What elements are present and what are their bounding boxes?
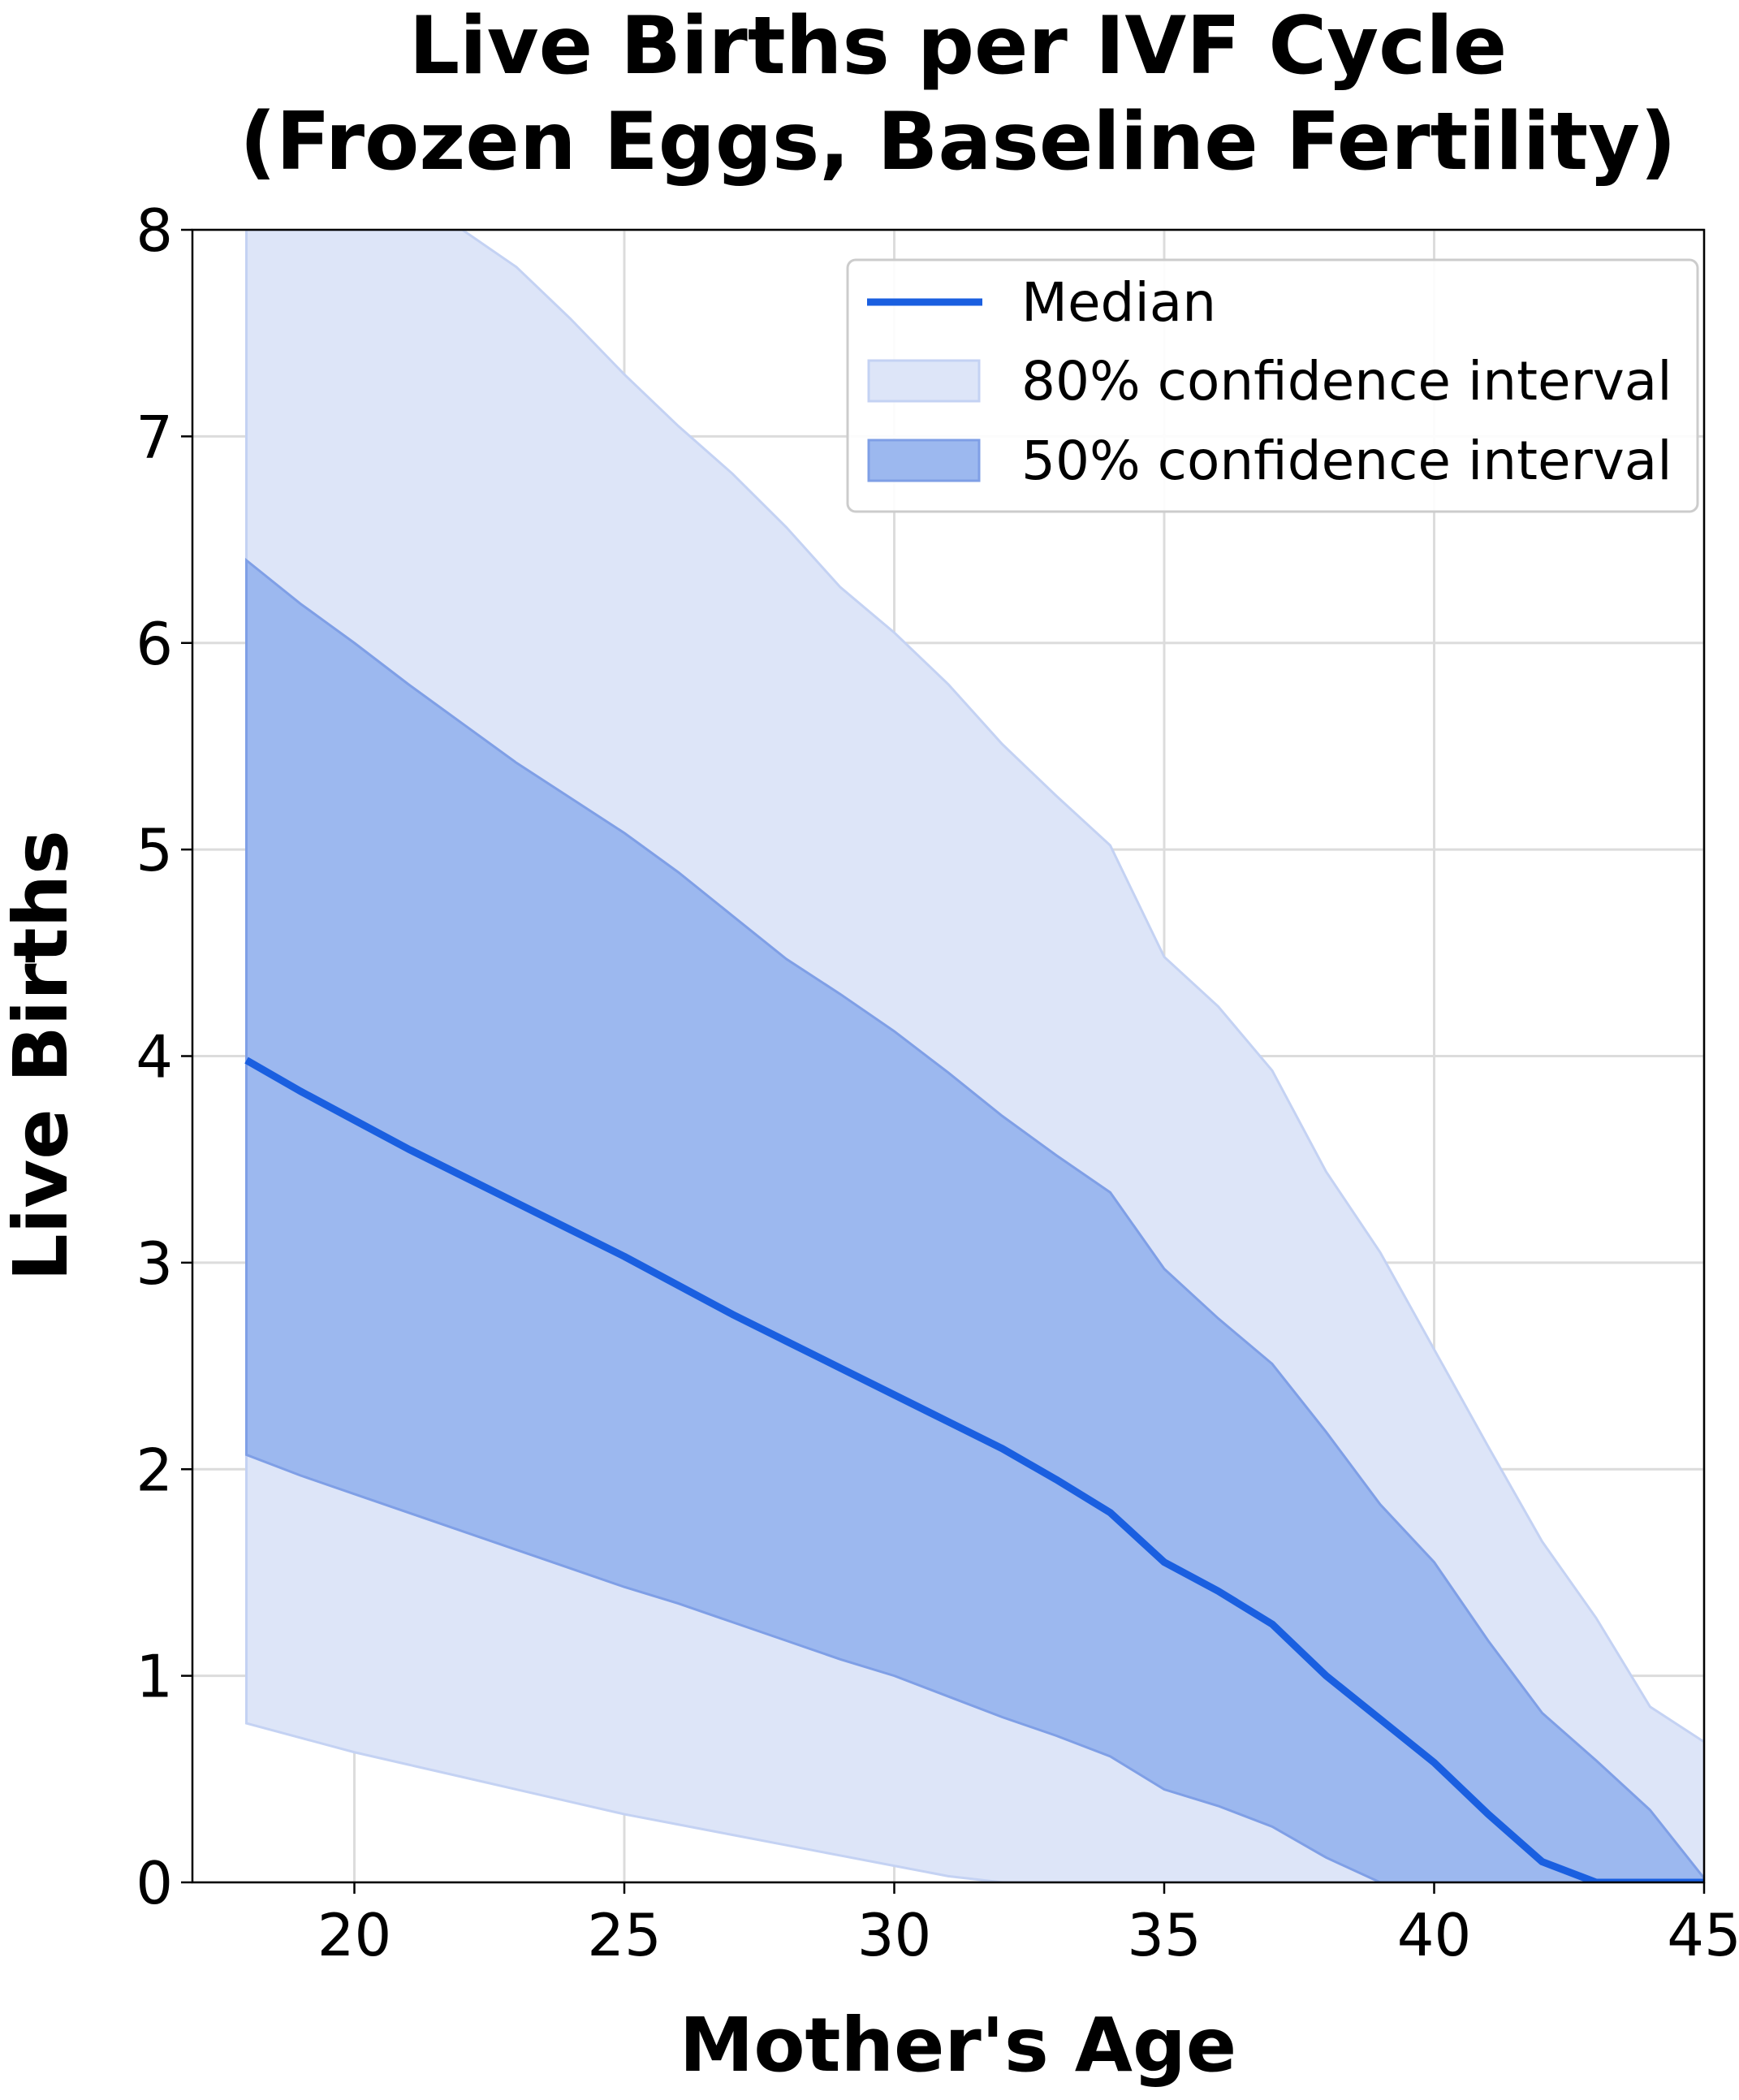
y-axis-label: Live Births xyxy=(0,830,84,1281)
y-tick-label-1: 1 xyxy=(136,1643,173,1711)
median-line xyxy=(244,1056,1704,1882)
legend-label-ci50: 50% confidence interval xyxy=(1021,430,1672,492)
y-tick-label-3: 3 xyxy=(136,1229,173,1298)
x-tick-label-5: 45 xyxy=(1667,1901,1739,1969)
legend-label-ci80: 80% confidence interval xyxy=(1021,350,1672,413)
y-tick-label-7: 7 xyxy=(136,403,173,471)
x-tick-label-1: 25 xyxy=(587,1901,662,1969)
x-tick-label-4: 40 xyxy=(1397,1901,1472,1969)
y-tick-label-2: 2 xyxy=(136,1436,173,1504)
legend-ci80-swatch xyxy=(867,359,981,403)
y-tick-label-8: 8 xyxy=(136,197,173,265)
chart-title-line-1: Live Births per IVF Cycle xyxy=(409,0,1508,93)
legend-frame xyxy=(846,258,1699,513)
x-tick-label-3: 35 xyxy=(1127,1901,1202,1969)
y-tick-label-6: 6 xyxy=(136,610,173,678)
y-tick-label-4: 4 xyxy=(136,1023,173,1091)
x-tick-label-2: 30 xyxy=(857,1901,932,1969)
chart-title-line-2: (Frozen Eggs, Baseline Fertility) xyxy=(239,96,1676,188)
x-tick-label-0: 20 xyxy=(317,1901,392,1969)
legend-ci50-swatch xyxy=(867,439,981,482)
ci50-band xyxy=(245,557,1704,1882)
legend-label-median: Median xyxy=(1021,271,1216,334)
legend: Median 80% confidence interval 50% confi… xyxy=(846,258,1699,513)
y-tick-label-0: 0 xyxy=(136,1849,173,1917)
x-axis-label: Mother's Age xyxy=(680,2002,1236,2089)
y-tick-label-5: 5 xyxy=(136,816,173,884)
